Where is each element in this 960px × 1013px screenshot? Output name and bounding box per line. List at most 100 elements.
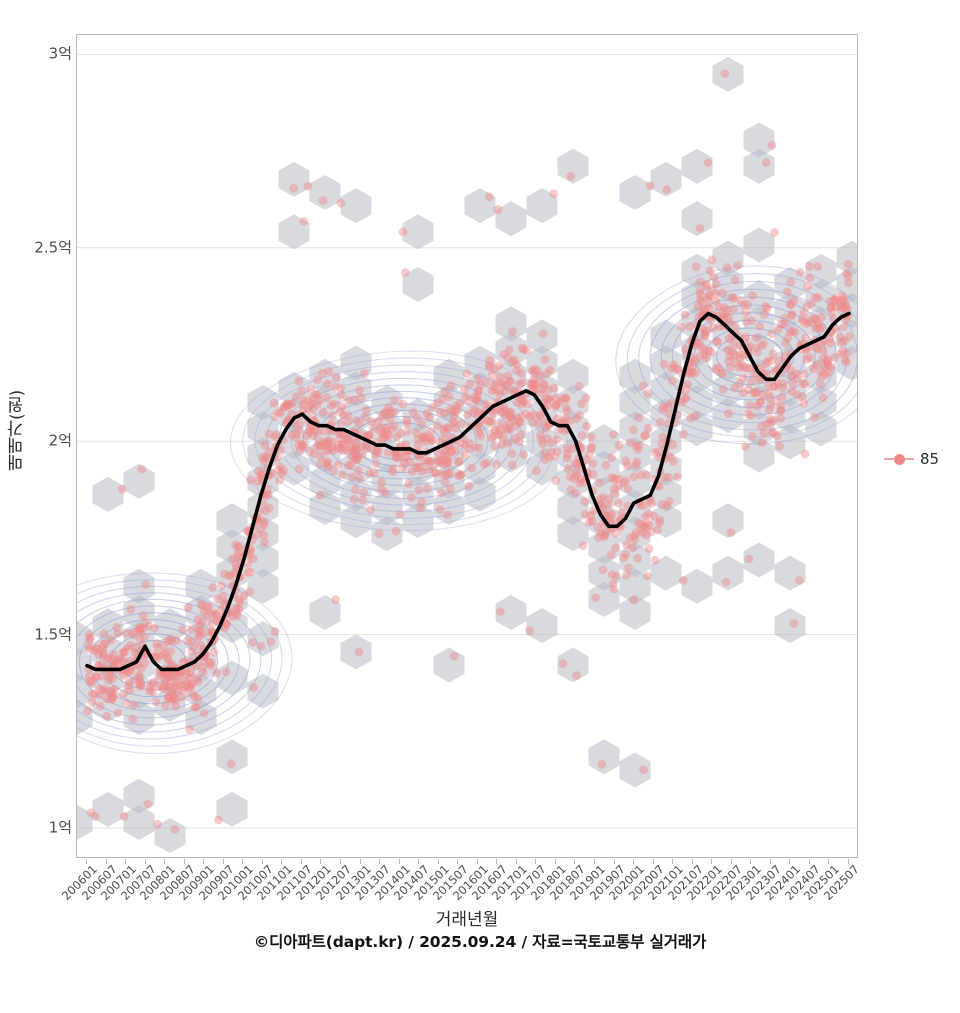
y-tick-label: 2.5억 (34, 238, 72, 257)
scatter-point (440, 408, 449, 418)
legend-label-85: 85 (920, 450, 940, 468)
scatter-point (126, 640, 136, 650)
scatter-point (343, 434, 353, 444)
scatter-point (498, 381, 508, 390)
scatter-point (536, 411, 545, 421)
hexbin-cell (743, 306, 775, 342)
scatter-point (510, 433, 520, 443)
scatter-point (492, 460, 501, 469)
scatter-point (427, 435, 436, 445)
hexbin-cell (681, 201, 713, 237)
scatter-point (441, 446, 451, 456)
scatter-point (333, 443, 343, 453)
x-tick-mark (515, 859, 517, 864)
scatter-point (505, 412, 515, 422)
scatter-point (696, 277, 705, 287)
hexbin-cell (712, 319, 744, 355)
scatter-point (352, 454, 362, 463)
scatter-point (287, 430, 297, 440)
scatter-point (376, 423, 386, 433)
scatter-point (614, 481, 624, 491)
scatter-point (576, 474, 586, 484)
hexbin-cell (123, 778, 155, 814)
scatter-point (782, 287, 792, 297)
scatter-point (491, 378, 500, 388)
scatter-point (276, 408, 286, 418)
scatter-point (187, 689, 197, 699)
x-tick-mark (789, 859, 791, 864)
scatter-point (805, 262, 814, 271)
scatter-point (352, 444, 361, 454)
hexbin-cell (123, 463, 155, 499)
scatter-point (485, 362, 494, 371)
hexbin-cell (557, 385, 589, 420)
scatter-point (801, 333, 810, 342)
scatter-point (295, 445, 305, 455)
scatter-point (493, 205, 503, 214)
scatter-point (679, 394, 689, 404)
scatter-point (755, 398, 765, 407)
scatter-point (124, 681, 133, 691)
scatter-point (802, 302, 812, 311)
hexbin-cell (774, 266, 806, 302)
scatter-point (435, 505, 445, 515)
hexbin-cell (681, 253, 713, 289)
scatter-point (621, 476, 630, 486)
scatter-point (634, 519, 643, 528)
scatter-point (792, 374, 802, 384)
scatter-point (193, 693, 203, 703)
scatter-point (825, 333, 835, 343)
scatter-point (174, 672, 184, 681)
scatter-point (430, 468, 440, 478)
scatter-point (198, 616, 207, 626)
scatter-point (313, 428, 322, 437)
scatter-point (842, 349, 852, 359)
scatter-point (756, 396, 766, 406)
scatter-point (360, 369, 369, 378)
scatter-point (700, 350, 710, 359)
hexbin-cell (216, 739, 248, 775)
scatter-point (659, 359, 669, 369)
scatter-point (504, 423, 513, 433)
scatter-point (563, 449, 572, 459)
scatter-point (561, 403, 571, 413)
hexbin-cell (619, 463, 651, 499)
scatter-point (660, 473, 669, 482)
scatter-point (633, 553, 643, 563)
scatter-point (132, 643, 141, 653)
scatter-point (698, 343, 707, 353)
hexbin-cell (774, 319, 806, 355)
hexbin-cell (77, 805, 93, 840)
scatter-point (642, 518, 652, 528)
scatter-point (135, 623, 145, 633)
scatter-point (487, 417, 496, 427)
scatter-point (807, 299, 816, 308)
scatter-point (168, 673, 178, 682)
scatter-point (152, 639, 162, 648)
scatter-point (182, 681, 191, 690)
scatter-point (490, 365, 500, 374)
scatter-point (282, 402, 292, 411)
trend-line (85, 311, 851, 672)
scatter-point (405, 457, 415, 466)
scatter-point (819, 346, 828, 356)
hexbin-cell (836, 319, 857, 355)
scatter-point (587, 516, 597, 526)
scatter-point (769, 382, 779, 392)
scatter-point (414, 485, 424, 495)
scatter-point (464, 444, 474, 453)
scatter-point (529, 375, 539, 384)
scatter-point (212, 616, 222, 626)
scatter-point (407, 467, 417, 476)
scatter-point (813, 319, 822, 328)
scatter-point (438, 459, 448, 469)
scatter-point (298, 440, 307, 450)
scatter-point (264, 503, 274, 513)
scatter-point (415, 462, 425, 472)
scatter-point (605, 515, 615, 525)
scatter-point (344, 446, 354, 455)
scatter-point (607, 473, 616, 482)
hexbin-cell (650, 161, 682, 197)
scatter-point (445, 405, 455, 414)
scatter-point (596, 528, 606, 538)
